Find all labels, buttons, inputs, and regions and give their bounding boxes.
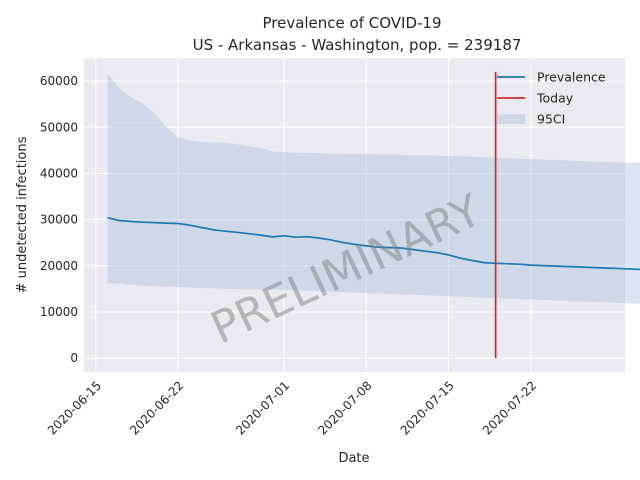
ci-band-area <box>107 74 640 304</box>
x-tick-label-1: 2020-06-22 <box>127 378 186 437</box>
x-tick-label-5: 2020-07-22 <box>480 378 539 437</box>
chart-title: Prevalence of COVID-19 <box>262 14 441 32</box>
y-tick-label-1: 10000 <box>40 305 78 319</box>
y-tick-label-5: 50000 <box>40 120 78 134</box>
x-tick-label-2: 2020-07-01 <box>233 378 292 437</box>
x-gridlines <box>95 58 532 372</box>
chart-subtitle: US - Arkansas - Washington, pop. = 23918… <box>193 36 522 54</box>
legend-today-label: Today <box>536 91 574 106</box>
x-tick-label-4: 2020-07-15 <box>398 378 457 437</box>
plot-area <box>84 58 625 372</box>
y-tick-label-6: 60000 <box>40 74 78 88</box>
y-tick-label-3: 30000 <box>40 213 78 227</box>
y-tick-label-4: 40000 <box>40 166 78 180</box>
legend-95ci-swatch <box>497 114 525 124</box>
legend-95ci-label: 95CI <box>537 112 565 127</box>
legend: Prevalence Today 95CI <box>497 70 606 127</box>
x-tick-label-0: 2020-06-15 <box>45 378 104 437</box>
x-axis-label: Date <box>338 451 369 466</box>
x-tick-labels: 2020-06-15 2020-06-22 2020-07-01 2020-07-08… <box>45 378 539 437</box>
y-tick-label-0: 0 <box>70 351 78 365</box>
y-axis-label: # undetected infections <box>15 136 30 293</box>
prevalence-line <box>107 216 640 271</box>
x-tick-label-3: 2020-07-08 <box>315 378 374 437</box>
legend-prevalence-label: Prevalence <box>537 70 606 85</box>
y-tick-labels: 0 10000 20000 30000 40000 50000 60000 <box>40 74 78 365</box>
y-tick-label-2: 20000 <box>40 259 78 273</box>
y-gridlines <box>84 80 625 359</box>
